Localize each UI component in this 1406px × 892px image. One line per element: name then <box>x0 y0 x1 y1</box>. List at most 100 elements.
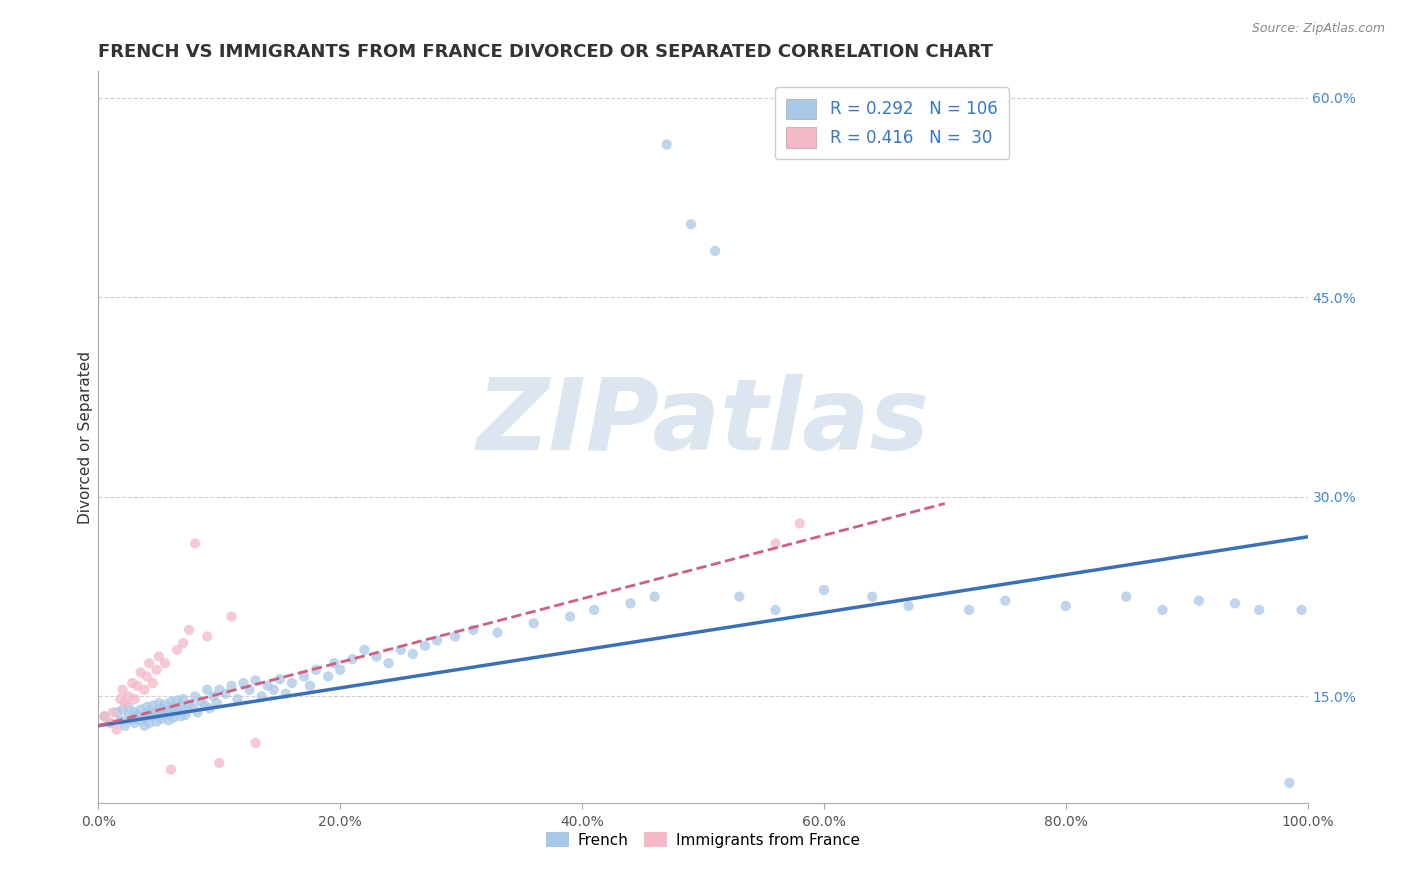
Point <box>148 706 170 721</box>
Point <box>169 709 191 723</box>
Point <box>679 217 702 231</box>
Point <box>426 633 449 648</box>
Text: Source: ZipAtlas.com: Source: ZipAtlas.com <box>1251 22 1385 36</box>
Point <box>138 706 160 720</box>
Point <box>162 711 184 725</box>
Point <box>765 603 787 617</box>
Point <box>245 736 267 750</box>
Point <box>342 652 364 666</box>
Text: ZIPatlas: ZIPatlas <box>477 374 929 471</box>
Point <box>114 719 136 733</box>
Point <box>269 672 291 686</box>
Point <box>413 639 436 653</box>
Point <box>172 692 194 706</box>
Point <box>208 682 231 697</box>
Point <box>169 698 191 713</box>
Point <box>281 676 304 690</box>
Point <box>121 712 143 726</box>
Point <box>111 682 134 697</box>
Point <box>523 616 546 631</box>
Point <box>150 701 173 715</box>
Point <box>329 663 352 677</box>
Point <box>179 698 201 712</box>
Point <box>129 665 152 680</box>
Point <box>558 609 581 624</box>
Point <box>232 676 254 690</box>
Point <box>118 700 141 714</box>
Point <box>101 706 124 720</box>
Point <box>127 708 149 723</box>
Point <box>121 676 143 690</box>
Point <box>118 690 141 704</box>
Point <box>263 682 285 697</box>
Point <box>323 656 346 670</box>
Point <box>190 695 212 709</box>
Point <box>124 706 146 720</box>
Point <box>181 700 204 714</box>
Point <box>142 676 165 690</box>
Point <box>704 244 727 258</box>
Point <box>353 643 375 657</box>
Point <box>157 714 180 728</box>
Point <box>93 709 115 723</box>
Point <box>160 695 183 709</box>
Point <box>194 698 217 713</box>
Point <box>256 679 278 693</box>
Point <box>108 714 131 728</box>
Point <box>142 709 165 723</box>
Point <box>166 704 188 718</box>
Point <box>108 692 131 706</box>
Point <box>728 590 751 604</box>
Point <box>145 663 167 677</box>
Point <box>153 656 176 670</box>
Point <box>644 590 666 604</box>
Point <box>184 536 207 550</box>
Point <box>239 682 262 697</box>
Point <box>198 701 221 715</box>
Point <box>134 719 156 733</box>
Point <box>134 711 156 725</box>
Point <box>138 656 160 670</box>
Point <box>221 679 243 693</box>
Point <box>166 643 188 657</box>
Point <box>172 703 194 717</box>
Point <box>148 649 170 664</box>
Point <box>105 723 128 737</box>
Point <box>994 593 1017 607</box>
Point <box>1152 603 1174 617</box>
Point <box>129 714 152 728</box>
Point <box>157 703 180 717</box>
Point <box>160 763 183 777</box>
Point <box>148 696 170 710</box>
Point <box>160 706 183 720</box>
Point <box>274 687 297 701</box>
Y-axis label: Divorced or Separated: Divorced or Separated <box>77 351 93 524</box>
Point <box>366 649 388 664</box>
Point <box>765 536 787 550</box>
Point <box>1223 596 1246 610</box>
Point <box>1115 590 1137 604</box>
Point <box>172 636 194 650</box>
Point <box>1249 603 1271 617</box>
Point <box>100 716 122 731</box>
Point <box>105 706 128 720</box>
Point <box>100 716 122 731</box>
Point <box>129 703 152 717</box>
Point <box>214 687 236 701</box>
Point <box>134 682 156 697</box>
Point <box>221 609 243 624</box>
Point <box>1188 593 1211 607</box>
Point <box>655 137 678 152</box>
Point <box>789 516 811 531</box>
Point <box>93 709 115 723</box>
Point <box>377 656 399 670</box>
Point <box>179 623 201 637</box>
Point <box>174 708 197 723</box>
Point <box>897 599 920 613</box>
Point <box>153 708 176 723</box>
Point <box>583 603 606 617</box>
Point <box>444 630 467 644</box>
Point <box>245 673 267 688</box>
Text: FRENCH VS IMMIGRANTS FROM FRANCE DIVORCED OR SEPARATED CORRELATION CHART: FRENCH VS IMMIGRANTS FROM FRANCE DIVORCE… <box>98 44 994 62</box>
Point <box>135 700 157 714</box>
